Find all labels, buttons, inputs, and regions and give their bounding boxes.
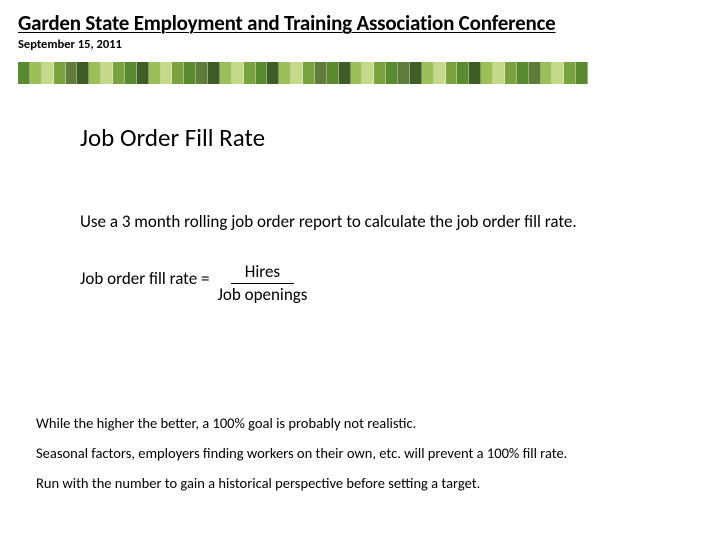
- decorative-stripe: [18, 62, 588, 84]
- stripe-cell: [362, 62, 374, 84]
- stripe-cell: [576, 62, 588, 84]
- stripe-cell: [469, 62, 481, 84]
- stripe-cell: [529, 62, 541, 84]
- stripe-cell: [410, 62, 422, 84]
- stripe-cell: [457, 62, 469, 84]
- stripe-cell: [77, 62, 89, 84]
- stripe-cell: [386, 62, 398, 84]
- slide-header: Garden State Employment and Training Ass…: [0, 0, 720, 52]
- stripe-cell: [505, 62, 517, 84]
- section-title: Job Order Fill Rate: [80, 122, 640, 153]
- content-section: Job Order Fill Rate Use a 3 month rollin…: [0, 122, 720, 304]
- stripe-cell: [101, 62, 113, 84]
- stripe-cell: [89, 62, 101, 84]
- stripe-cell: [172, 62, 184, 84]
- stripe-cell: [339, 62, 351, 84]
- stripe-cell: [66, 62, 78, 84]
- stripe-cell: [256, 62, 268, 84]
- stripe-cell: [327, 62, 339, 84]
- stripe-cell: [446, 62, 458, 84]
- stripe-cell: [481, 62, 493, 84]
- intro-text: Use a 3 month rolling job order report t…: [80, 211, 640, 232]
- stripe-cell: [125, 62, 137, 84]
- formula: Job order fill rate = Hires Job openings: [80, 262, 640, 304]
- stripe-cell: [54, 62, 66, 84]
- stripe-cell: [279, 62, 291, 84]
- stripe-cell: [434, 62, 446, 84]
- stripe-cell: [149, 62, 161, 84]
- formula-numerator: Hires: [231, 262, 294, 284]
- stripe-cell: [42, 62, 54, 84]
- stripe-cell: [315, 62, 327, 84]
- stripe-cell: [161, 62, 173, 84]
- stripe-cell: [493, 62, 505, 84]
- stripe-cell: [220, 62, 232, 84]
- stripe-cell: [517, 62, 529, 84]
- stripe-cell: [552, 62, 564, 84]
- stripe-cell: [541, 62, 553, 84]
- note-line: While the higher the better, a 100% goal…: [36, 414, 684, 432]
- stripe-cell: [208, 62, 220, 84]
- stripe-cell: [137, 62, 149, 84]
- stripe-cell: [184, 62, 196, 84]
- formula-denominator: Job openings: [217, 284, 307, 305]
- stripe-cell: [196, 62, 208, 84]
- note-line: Seasonal factors, employers finding work…: [36, 444, 684, 462]
- stripe-cell: [30, 62, 42, 84]
- stripe-cell: [564, 62, 576, 84]
- stripe-cell: [18, 62, 30, 84]
- stripe-cell: [422, 62, 434, 84]
- conference-date: September 15, 2011: [18, 37, 702, 52]
- stripe-cell: [374, 62, 386, 84]
- note-line: Run with the number to gain a historical…: [36, 474, 684, 492]
- stripe-cell: [232, 62, 244, 84]
- stripe-cell: [244, 62, 256, 84]
- stripe-cell: [351, 62, 363, 84]
- stripe-cell: [291, 62, 303, 84]
- stripe-cell: [303, 62, 315, 84]
- stripe-cell: [267, 62, 279, 84]
- formula-lhs: Job order fill rate =: [80, 262, 209, 289]
- notes-block: While the higher the better, a 100% goal…: [36, 402, 684, 492]
- formula-fraction: Hires Job openings: [217, 262, 307, 304]
- conference-title: Garden State Employment and Training Ass…: [18, 10, 702, 36]
- stripe-cell: [398, 62, 410, 84]
- stripe-cell: [113, 62, 125, 84]
